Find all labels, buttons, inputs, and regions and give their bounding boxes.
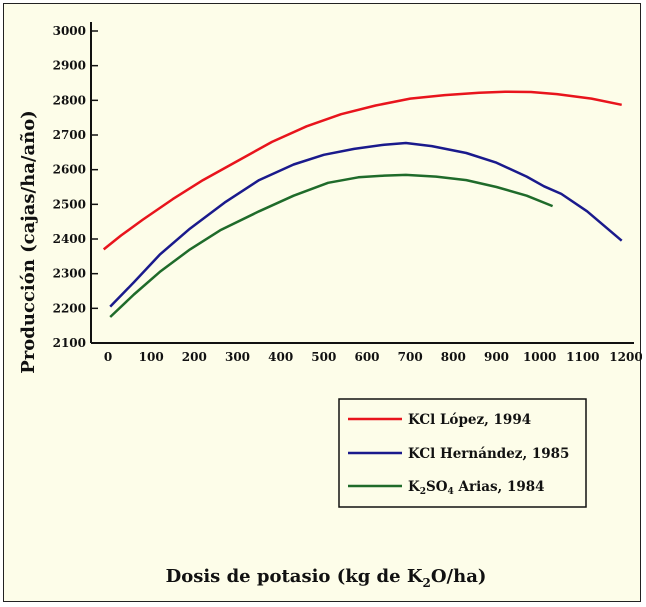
x-axis-title: Dosis de potasio (kg de K2O/ha): [166, 566, 487, 590]
x-axis-title-end: O/ha): [431, 566, 487, 587]
x-axis-ticks: 0 100 200 300 400 500 600 700 800 900 1000 1100 1200: [104, 350, 642, 364]
x-tick-label: 1200: [609, 350, 642, 364]
y-tick-label: 2900: [53, 59, 86, 73]
legend-label-2-k: K: [408, 479, 421, 495]
legend-label-2-rest: Arias, 1984: [454, 479, 545, 495]
y-tick-label: 2500: [53, 197, 86, 211]
legend-label-1: KCl Hernández, 1985: [408, 446, 569, 462]
series-line-1: [109, 141, 623, 308]
x-tick-label: 0: [104, 350, 112, 364]
y-tick-label: 2100: [53, 336, 86, 350]
y-axis-ticks: 2100 2200 2300 2400 2500 2600 2700 2800 2900 3000: [53, 24, 98, 350]
x-tick-label: 1100: [566, 350, 599, 364]
series-line-0: [102, 90, 622, 251]
y-tick-label: 2300: [53, 267, 86, 281]
y-tick-label: 2200: [53, 301, 86, 315]
x-tick-label: 900: [484, 350, 509, 364]
x-tick-label: 200: [182, 350, 207, 364]
y-tick-label: 2400: [53, 232, 86, 246]
series-line-2: [109, 173, 554, 318]
x-tick-label: 500: [311, 350, 336, 364]
x-tick-label: 700: [398, 350, 423, 364]
chart: 2100220023002400250026002700280029003000…: [18, 22, 642, 590]
y-axis-title: Producción (cajas/ha/año): [18, 110, 39, 373]
x-tick-label: 1000: [523, 350, 556, 364]
y-tick-label: 2800: [53, 93, 86, 107]
legend-label-2: K2SO4 Arias, 1984: [408, 479, 545, 497]
series-lines: [102, 90, 623, 318]
x-tick-label: 800: [441, 350, 466, 364]
chart-frame: 2100 2200 2300 2400 2500 2600 2700 2800 2900 3000…: [3, 3, 642, 602]
x-axis-title-main: Dosis de potasio (kg de K: [166, 566, 424, 587]
legend-label-0: KCl López, 1994: [408, 412, 531, 428]
x-tick-label: 400: [268, 350, 293, 364]
legend-label-2-so: SO: [426, 479, 448, 495]
y-tick-label: 2700: [53, 128, 86, 142]
x-tick-label: 300: [225, 350, 250, 364]
y-tick-label: 2600: [53, 163, 86, 177]
legend-label-2-sub2: 4: [448, 487, 454, 497]
x-tick-label: 600: [354, 350, 379, 364]
x-axis-title-subscript: 2: [423, 576, 431, 590]
legend: KCl López, 1994 KCl Hernández, 1985 K2SO…: [338, 398, 587, 508]
x-tick-label: 100: [139, 350, 164, 364]
y-tick-label: 3000: [53, 24, 86, 38]
legend-label-2-sub1: 2: [420, 487, 426, 497]
